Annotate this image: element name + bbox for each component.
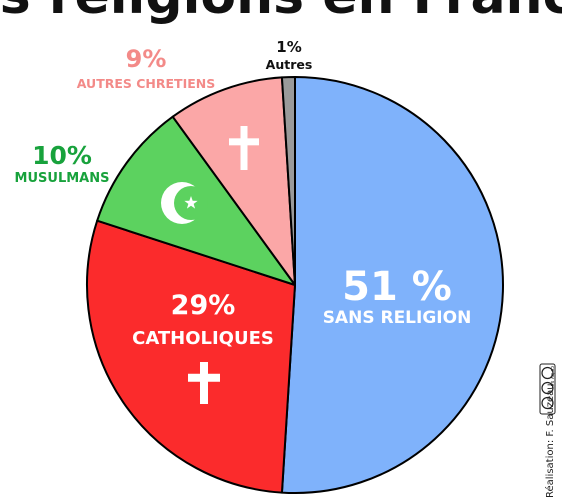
cat-label-autres: Autres [266,57,313,72]
cat-label-musulmans: MUSULMANS [15,171,110,186]
cross-icon [229,126,259,170]
license-text: cc by sa [549,366,555,386]
pct-label-catholiques: 29% [171,290,236,321]
credit-text: Réalisation: F. Sauzeau [544,383,556,498]
pct-label-autres-chretiens: 9% [126,45,167,73]
slice-icons [161,126,259,404]
cross-icon [188,362,220,404]
slice-labels: 51 % SANS RELIGION 29% CATHOLIQUES 10% M… [15,38,472,349]
pct-label-autres: 1% [276,38,301,56]
chart-title: Les religions en France [0,0,562,26]
pct-label-musulmans: 10% [32,141,92,170]
pie-slice-catholiques [86,219,296,494]
cat-label-sans-religion: SANS RELIGION [323,308,472,328]
cat-label-catholiques: CATHOLIQUES [132,328,274,349]
license-badge: cc by sa [539,363,556,415]
cat-label-autres-chretiens: AUTRES CHRETIENS [77,76,215,91]
pie-slice-autres-chretiens [171,76,296,286]
pie-slice-sans-religion [280,76,504,494]
pie-slice-autres [280,76,296,286]
pct-label-sans-religion: 51 % [342,264,452,310]
crescent-star-icon [161,182,208,224]
